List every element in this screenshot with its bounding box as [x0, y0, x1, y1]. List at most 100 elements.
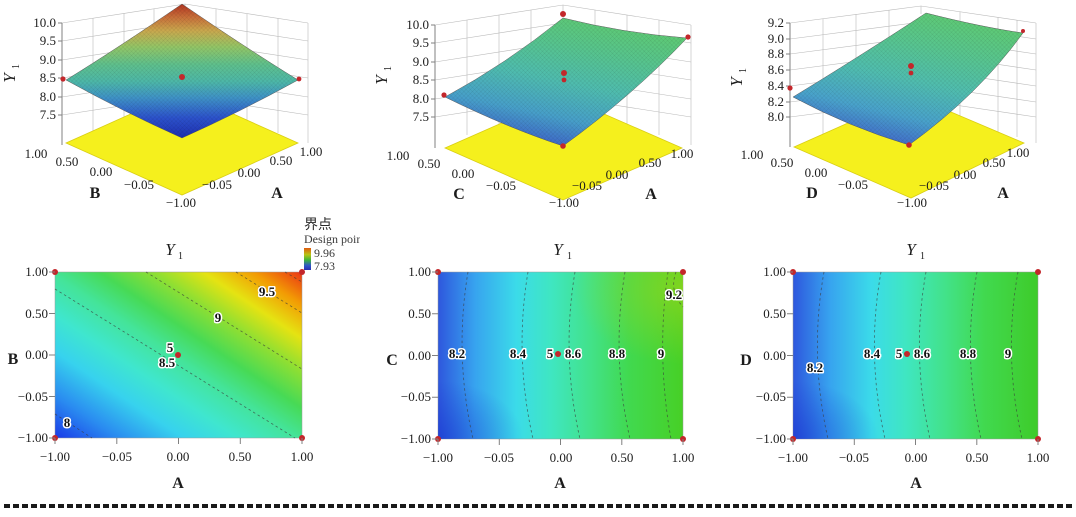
x-tick: 1.00	[1007, 145, 1030, 160]
contour-label: 9.5	[259, 284, 276, 299]
y-tick: 1.00	[763, 264, 786, 279]
x-tick: 0.50	[966, 450, 989, 465]
design-point	[787, 85, 793, 91]
design-point	[60, 76, 66, 82]
surface-mesh	[793, 13, 1023, 145]
y-tick: 1.00	[25, 146, 48, 161]
x-tick: 0.50	[611, 450, 634, 465]
z-tick: 10.0	[33, 15, 56, 30]
x-axis-letter: A	[271, 185, 283, 202]
z-tick: 9.0	[768, 31, 784, 46]
x-tick: 1.00	[671, 146, 694, 161]
surface-plot-AD: 9.2 9.0 8.8 8.6 8.4 8.2 8.0 Y 1 1.00 0.5…	[727, 5, 1037, 210]
contour-label: 9	[658, 346, 665, 361]
contour-label: 9	[1005, 346, 1012, 361]
x-tick-marks	[437, 439, 684, 445]
z-tick: 9.5	[40, 33, 56, 48]
contour-label: 8.6	[914, 346, 931, 361]
y-tick: 1.00	[387, 148, 410, 163]
y-tick-marks	[787, 271, 793, 440]
design-point	[560, 11, 566, 17]
legend-cn-label: 界点	[304, 217, 332, 233]
y-tick: −1.00	[756, 431, 786, 446]
center-design-point	[904, 351, 910, 357]
contour-label: 8.4	[510, 346, 527, 361]
y-tick: −1.00	[401, 431, 431, 446]
design-point	[906, 142, 912, 148]
contour-label: 9	[215, 310, 222, 325]
x-tick: 1.00	[672, 450, 695, 465]
z-tick-marks	[58, 22, 62, 116]
x-tick: −0.05	[102, 449, 132, 464]
contour-label: 8.6	[565, 346, 582, 361]
z-tick: 8.6	[768, 62, 785, 77]
surface-plot-AC: 10.0 9.5 9.0 8.5 8.0 7.5 Y 1 1.00 0.50 0…	[372, 4, 694, 210]
corner-tick: −1.00	[166, 195, 196, 210]
y-axis-letter: B	[90, 185, 101, 202]
x-tick: −1.00	[778, 450, 808, 465]
center-count-label: 5	[896, 346, 903, 361]
legend-en-label: Design points	[304, 232, 360, 246]
z-axis-subscript: 1	[738, 68, 749, 73]
z-tick: 10.0	[406, 17, 429, 32]
x-tick: 1.00	[300, 144, 323, 159]
x-axis-letter: A	[997, 185, 1009, 202]
contour-lines	[54, 271, 303, 439]
y-tick-marks	[49, 271, 55, 439]
x-tick: −1.00	[423, 450, 453, 465]
design-point	[680, 269, 686, 275]
z-axis-label: Y	[727, 76, 746, 87]
z-tick: 9.5	[413, 35, 429, 50]
z-axis-label: Y	[0, 72, 19, 83]
y-tick: 1.00	[741, 147, 764, 162]
x-tick: 1.00	[1027, 450, 1050, 465]
x-tick: 0.00	[905, 450, 928, 465]
x-tick: −0.05	[839, 450, 869, 465]
x-tick: −0.05	[919, 178, 949, 193]
center-count-label: 5	[167, 340, 174, 355]
x-tick: −0.05	[484, 450, 514, 465]
design-points	[787, 29, 1025, 148]
x-tick: 0.00	[954, 167, 977, 182]
y-axis-letter: C	[453, 186, 465, 203]
design-point	[908, 63, 914, 69]
z-tick: 8.5	[413, 72, 429, 87]
z-tick: 8.0	[768, 109, 784, 124]
y-axis-letter: D	[806, 185, 818, 202]
y-tick: −0.05	[124, 177, 154, 192]
y-tick: 0.00	[25, 347, 48, 362]
contour-plot-AD: Y 1 8.2 8.4 5 8.6 8.8 9 1.00 0.50 0.00 −…	[740, 240, 1050, 492]
contour-label: 9.2	[666, 287, 682, 302]
y-tick: −0.05	[401, 389, 431, 404]
z-axis-title: Y 1	[372, 66, 394, 85]
z-axis-subscript: 1	[11, 64, 22, 69]
plot-title-subscript: 1	[920, 251, 925, 262]
design-point	[296, 76, 302, 82]
contour-label: 8.4	[864, 346, 881, 361]
contour-label: 8.8	[609, 346, 626, 361]
design-points	[60, 74, 302, 82]
z-tick-marks	[786, 22, 790, 118]
x-tick: 0.50	[229, 449, 252, 464]
y-tick: 0.50	[408, 306, 431, 321]
y-axis-letter: C	[386, 352, 398, 369]
surface-mesh	[66, 4, 298, 138]
y-tick: 0.50	[418, 156, 441, 171]
y-tick: 1.00	[408, 264, 431, 279]
legend-min-value: 7.93	[314, 259, 335, 273]
design-point	[441, 92, 447, 98]
z-axis-label: Y	[372, 74, 391, 85]
z-tick: 9.0	[40, 52, 56, 67]
x-tick: 0.00	[606, 167, 629, 182]
contour-label: 8	[64, 415, 71, 430]
z-tick: 9.0	[413, 54, 429, 69]
design-point	[685, 34, 691, 40]
plot-title: Y	[906, 240, 917, 259]
corner-tick: −1.00	[897, 195, 927, 210]
x-axis-letter: A	[645, 186, 657, 203]
corner-tick: −1.00	[549, 195, 579, 210]
legend-colorbar	[304, 248, 311, 270]
y-tick: −0.05	[18, 389, 48, 404]
x-tick: 0.00	[167, 449, 190, 464]
